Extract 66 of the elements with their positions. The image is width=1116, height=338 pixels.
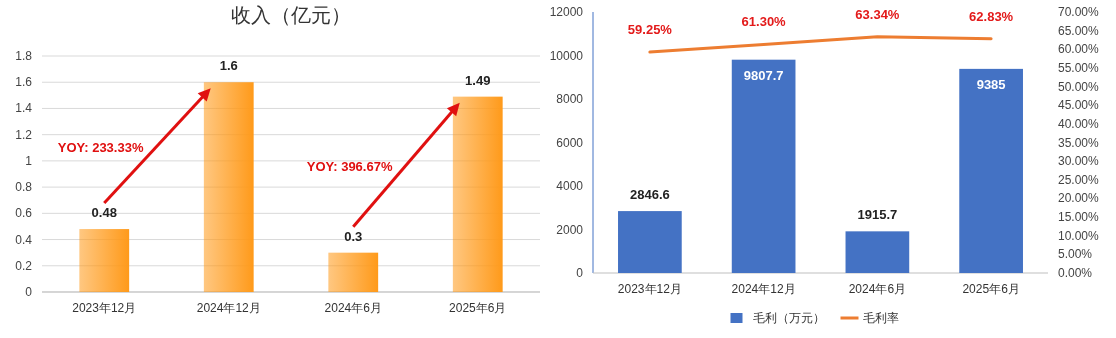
legend-label: 毛利（万元） bbox=[752, 311, 825, 325]
bar bbox=[618, 211, 682, 273]
bar bbox=[731, 59, 796, 273]
x-tick-label: 2024年6月 bbox=[848, 282, 907, 296]
y2-tick-label: 25.00% bbox=[1058, 172, 1100, 187]
bar bbox=[959, 68, 1023, 273]
line-series bbox=[648, 35, 993, 54]
data-label: 0.48 bbox=[91, 205, 117, 221]
bar bbox=[845, 231, 910, 273]
data-label: 1915.7 bbox=[857, 207, 898, 223]
bar bbox=[452, 96, 503, 292]
y-tick-label: 1.8 bbox=[15, 49, 33, 63]
y-tick-label: 0.4 bbox=[15, 232, 33, 247]
y-tick-label: 0.6 bbox=[15, 206, 33, 221]
x-tick-label: 2024年12月 bbox=[196, 301, 261, 315]
data-label: 9385 bbox=[976, 76, 1006, 92]
y-tick-label: 0 bbox=[25, 285, 33, 299]
annotation: YOY: 233.33% bbox=[57, 139, 144, 155]
legend-label: 毛利率 bbox=[862, 311, 899, 325]
data-label: 2846.6 bbox=[629, 187, 670, 203]
data-label: 63.34% bbox=[855, 6, 900, 22]
y2-tick-label: 0.00% bbox=[1058, 266, 1093, 280]
x-tick-label: 2024年12月 bbox=[731, 282, 796, 296]
y-tick-label: 1.4 bbox=[15, 101, 33, 116]
x-tick-label: 2023年12月 bbox=[72, 301, 137, 315]
y-tick-label: 8000 bbox=[556, 92, 584, 106]
data-label: 1.6 bbox=[219, 58, 238, 74]
x-tick-label: 2024年6月 bbox=[324, 301, 382, 315]
y2-tick-label: 40.00% bbox=[1058, 116, 1100, 131]
y-tick-label: 0.8 bbox=[15, 180, 33, 195]
y2-tick-label: 60.00% bbox=[1058, 42, 1100, 57]
y-tick-label: 1.6 bbox=[15, 75, 33, 90]
y2-tick-label: 15.00% bbox=[1058, 210, 1100, 225]
data-label: 0.3 bbox=[344, 228, 363, 244]
y-tick-label: 4000 bbox=[556, 179, 584, 193]
y-tick-label: 1 bbox=[25, 153, 33, 168]
y2-tick-label: 55.00% bbox=[1058, 60, 1100, 75]
y-tick-label: 2000 bbox=[556, 222, 584, 237]
y2-tick-label: 45.00% bbox=[1058, 98, 1100, 113]
data-label: 61.30% bbox=[741, 14, 787, 30]
bar bbox=[328, 252, 379, 292]
y2-tick-label: 65.00% bbox=[1058, 23, 1100, 38]
x-tick-label: 2025年6月 bbox=[962, 282, 1020, 296]
y-tick-label: 12000 bbox=[549, 5, 584, 19]
bar bbox=[203, 82, 254, 292]
y2-tick-label: 5.00% bbox=[1058, 247, 1093, 262]
y2-tick-label: 70.00% bbox=[1058, 5, 1100, 19]
y-tick-label: 1.2 bbox=[15, 127, 33, 142]
y2-tick-label: 35.00% bbox=[1058, 135, 1100, 150]
y2-tick-label: 20.00% bbox=[1058, 191, 1100, 206]
annotation: YOY: 396.67% bbox=[306, 158, 393, 174]
y-tick-label: 10000 bbox=[549, 48, 584, 63]
data-label: 9807.7 bbox=[743, 67, 784, 83]
x-tick-label: 2023年12月 bbox=[617, 282, 682, 296]
data-label: 62.83% bbox=[969, 8, 1014, 24]
y-tick-label: 0.2 bbox=[15, 258, 33, 273]
data-label: 59.25% bbox=[627, 22, 673, 38]
y2-tick-label: 30.00% bbox=[1058, 154, 1100, 169]
chart-title: 收入（亿元） bbox=[231, 4, 351, 26]
data-label: 1.49 bbox=[465, 72, 491, 88]
y2-tick-label: 50.00% bbox=[1058, 79, 1100, 94]
x-tick-label: 2025年6月 bbox=[449, 301, 507, 315]
y-tick-label: 6000 bbox=[556, 135, 584, 150]
y-tick-label: 0 bbox=[576, 266, 584, 280]
bar bbox=[79, 229, 130, 292]
y2-tick-label: 10.00% bbox=[1058, 228, 1100, 243]
